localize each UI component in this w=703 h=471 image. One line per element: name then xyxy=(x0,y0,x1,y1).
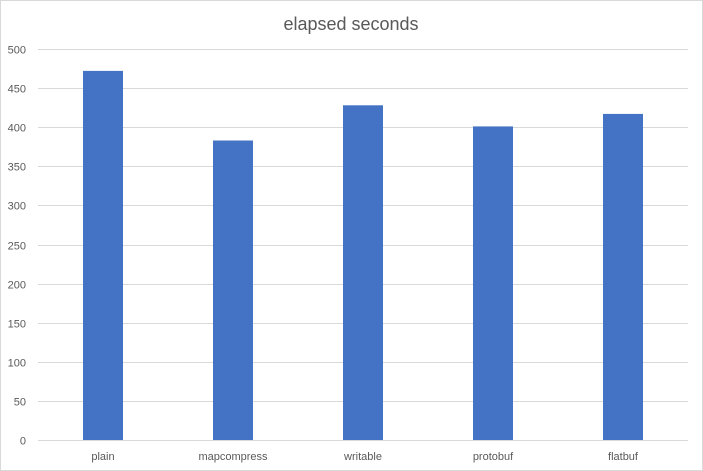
x-tick-label: flatbuf xyxy=(608,451,639,463)
x-tick-labels: plain mapcompress writable protobuf flatbuf xyxy=(91,451,639,463)
y-tick-label: 300 xyxy=(8,201,26,213)
bar-writable xyxy=(343,105,383,440)
y-tick-label: 400 xyxy=(8,123,26,135)
y-tick-label: 100 xyxy=(8,358,26,370)
chart-title: elapsed seconds xyxy=(283,14,418,34)
y-tick-label: 200 xyxy=(8,280,26,292)
y-tick-label: 150 xyxy=(8,319,26,331)
bar-flatbuf xyxy=(603,113,643,440)
y-tick-label: 350 xyxy=(8,162,26,174)
bar-protobuf xyxy=(473,126,513,440)
x-tick-label: plain xyxy=(91,451,114,463)
y-tick-label: 0 xyxy=(20,436,26,448)
bar-plain xyxy=(83,70,123,441)
x-tick-label: mapcompress xyxy=(198,451,268,463)
y-tick-label: 50 xyxy=(14,397,26,409)
y-tick-label: 250 xyxy=(8,241,26,253)
y-tick-label: 450 xyxy=(8,84,26,96)
bar-mapcompress xyxy=(213,140,253,440)
y-tick-labels: 0 50 100 150 200 250 300 350 400 450 500 xyxy=(8,45,26,448)
x-tick-label: writable xyxy=(343,451,382,463)
bars xyxy=(83,70,643,441)
x-tick-label: protobuf xyxy=(473,451,514,463)
y-tick-label: 500 xyxy=(8,45,26,57)
